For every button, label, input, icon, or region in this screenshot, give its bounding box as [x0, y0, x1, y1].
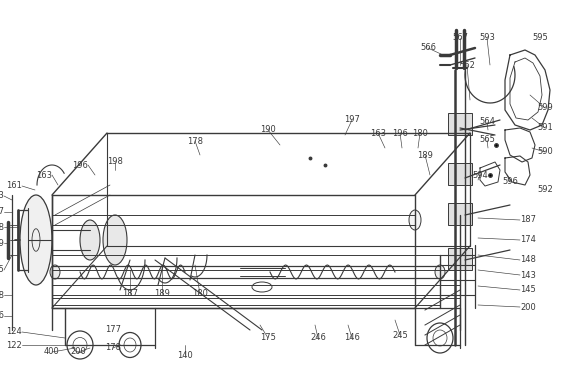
Text: 246: 246 — [310, 334, 326, 342]
Text: 178: 178 — [0, 223, 4, 231]
Text: 565: 565 — [479, 135, 495, 145]
Text: 593: 593 — [479, 34, 495, 42]
Text: 190: 190 — [260, 125, 276, 134]
Text: 200: 200 — [70, 348, 86, 356]
Text: 594: 594 — [472, 170, 488, 179]
Text: 245: 245 — [392, 331, 408, 339]
Text: 566: 566 — [420, 44, 436, 52]
Text: 187: 187 — [122, 290, 138, 299]
Text: 200: 200 — [520, 303, 536, 311]
Bar — [448, 203, 472, 225]
Text: 567: 567 — [452, 34, 468, 42]
Text: 161: 161 — [6, 182, 22, 190]
Text: 188: 188 — [0, 290, 4, 300]
Text: 143: 143 — [520, 270, 536, 279]
Text: 187: 187 — [520, 215, 536, 224]
Ellipse shape — [435, 265, 445, 279]
Text: 155: 155 — [0, 266, 4, 275]
Text: 193: 193 — [0, 192, 4, 200]
Text: 197: 197 — [344, 115, 360, 124]
Text: 140: 140 — [177, 351, 193, 359]
Text: 198: 198 — [107, 158, 123, 166]
Text: 163: 163 — [370, 128, 386, 138]
Text: 196: 196 — [392, 128, 408, 138]
Text: 122: 122 — [6, 341, 22, 349]
Text: 145: 145 — [520, 286, 536, 294]
Text: 590: 590 — [537, 148, 553, 156]
Text: 174: 174 — [520, 235, 536, 245]
Text: 176: 176 — [0, 311, 4, 321]
Text: 189: 189 — [417, 151, 433, 159]
Text: 179: 179 — [0, 238, 4, 248]
Text: 177: 177 — [105, 325, 121, 335]
Ellipse shape — [20, 195, 52, 285]
Text: 400: 400 — [44, 348, 60, 356]
Text: 196: 196 — [72, 161, 88, 169]
Text: 189: 189 — [154, 290, 170, 299]
Bar — [448, 248, 472, 270]
Text: 124: 124 — [6, 328, 22, 337]
Ellipse shape — [103, 215, 127, 265]
Ellipse shape — [50, 265, 60, 279]
Text: 596: 596 — [502, 177, 518, 186]
Bar — [448, 113, 472, 135]
Text: 163: 163 — [36, 170, 52, 179]
Text: 717: 717 — [0, 207, 4, 217]
Text: 180: 180 — [412, 128, 428, 138]
Text: 595: 595 — [532, 34, 548, 42]
Text: 562: 562 — [459, 61, 475, 69]
Bar — [448, 163, 472, 185]
Text: 146: 146 — [344, 334, 360, 342]
Ellipse shape — [409, 210, 421, 230]
Text: 592: 592 — [537, 184, 553, 193]
Text: 178: 178 — [187, 137, 203, 145]
Text: 178: 178 — [105, 344, 121, 352]
Ellipse shape — [80, 220, 100, 260]
Text: 148: 148 — [520, 255, 536, 265]
Text: 564: 564 — [479, 117, 495, 127]
Text: 599: 599 — [537, 103, 553, 113]
Text: 175: 175 — [260, 334, 276, 342]
Text: 591: 591 — [537, 124, 553, 132]
Text: 180: 180 — [192, 290, 208, 299]
